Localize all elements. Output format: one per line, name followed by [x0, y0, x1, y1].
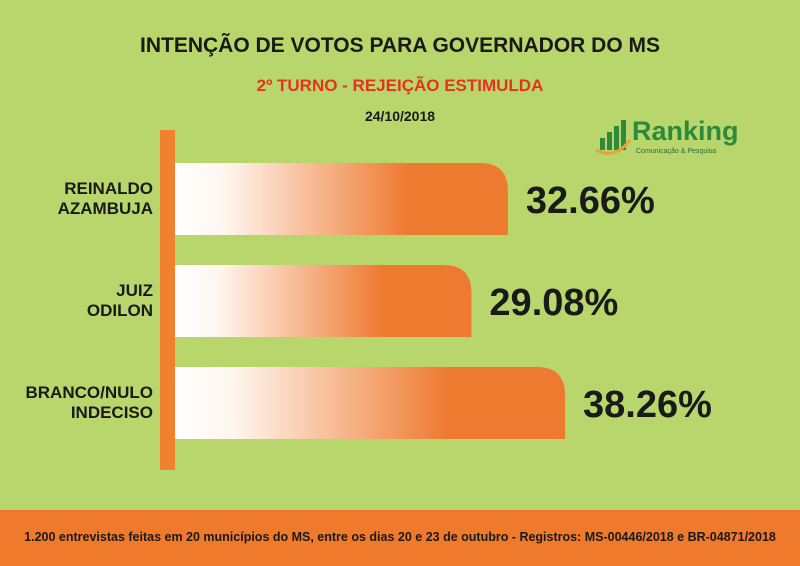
category-label: JUIZ ODILON [86, 281, 153, 320]
footer-band [0, 510, 800, 566]
axis-bar [160, 130, 175, 470]
bar [175, 163, 508, 235]
value-label: 38.26% [583, 384, 712, 426]
logo-icon [595, 120, 632, 155]
chart-subtitle: 2º TURNO - REJEIÇÃO ESTIMULDA [256, 76, 544, 95]
category-label: REINALDO AZAMBUJA [57, 179, 153, 218]
category-label: BRANCO/NULO INDECISO [25, 383, 154, 422]
logo-name: Ranking [632, 116, 739, 146]
bar [175, 265, 472, 337]
value-label: 32.66% [526, 180, 655, 222]
chart: 32.66% 29.08% 38.26% [160, 120, 712, 470]
chart-title: INTENÇÃO DE VOTOS PARA GOVERNADOR DO MS [140, 34, 660, 57]
footnote: 1.200 entrevistas feitas em 20 município… [24, 530, 776, 544]
value-label: 29.08% [489, 282, 618, 324]
chart-date: 24/10/2018 [364, 108, 436, 124]
logo-tagline: Comunicação & Pesquisa [636, 148, 717, 155]
bar [175, 367, 565, 439]
